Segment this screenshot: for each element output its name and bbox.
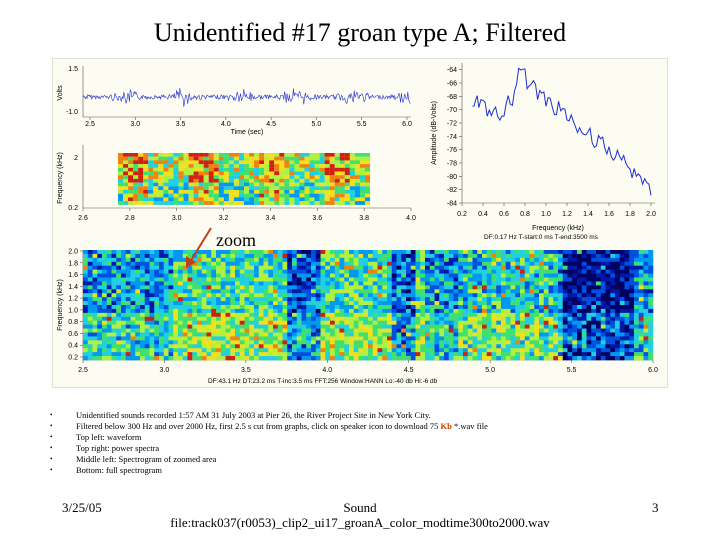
spectrum-xtick: 1.8 (625, 211, 635, 218)
spectrum-xtick: 1.4 (583, 211, 593, 218)
spectrum-xtick: 0.8 (520, 211, 530, 218)
wave-ytick: 1.5 (68, 66, 78, 73)
spectrum-xlabel: Frequency (kHz) (532, 225, 584, 232)
bullet-item: • Bottom: full spectrogram (50, 465, 162, 475)
full-ylabel: Frequency (kHz) (57, 279, 64, 331)
spectrum-ytick: -66 (447, 81, 457, 88)
bullet-item: • Top right: power spectra (50, 443, 160, 453)
bullet-dot: • (50, 444, 53, 452)
full-ytick: 0.6 (68, 331, 78, 338)
wave-xtick: 6.0 (402, 121, 412, 128)
spectrum-ytick: -78 (447, 161, 457, 168)
zoom-xtick: 3.0 (172, 215, 182, 222)
spectrum-series-line (472, 67, 652, 196)
waveform-trace (83, 87, 411, 107)
spectrum-xtick: 0.6 (499, 211, 509, 218)
wave-xtick: 5.0 (312, 121, 322, 128)
wave-xtick: 4.5 (266, 121, 276, 128)
spectrum-ytick: -70 (447, 107, 457, 114)
spectrum-ytick: -80 (447, 174, 457, 181)
bullet-dot: • (50, 433, 53, 441)
full-xtick: 4.5 (404, 367, 414, 374)
full-xtick: 2.5 (78, 367, 88, 374)
full-spectrogram: 2.0 1.8 1.6 1.4 1.2 1.0 0.8 0.6 0.4 0.2 2.5 3.0 3.5… (57, 249, 658, 386)
full-params: DF:43.1 Hz DT:23.2 ms T-inc:3.5 ms FFT:2… (208, 378, 438, 385)
wave-xtick: 3.5 (176, 121, 186, 128)
wave-xtick: 5.5 (357, 121, 367, 128)
zoom-ytick: 0.2 (68, 205, 78, 212)
full-xtick: 5.0 (485, 367, 495, 374)
spectrum-xtick: 0.4 (478, 211, 488, 218)
zoom-spectrogram: 2 0.2 Frequency (kHz) 2.6 2.8 3.0 3.2 3.4 3.6… (57, 145, 416, 222)
full-xtick: 5.5 (567, 367, 577, 374)
spectrum-ytick: -76 (447, 147, 457, 154)
zoom-xtick: 3.4 (266, 215, 276, 222)
download-link[interactable]: Kb (440, 421, 452, 431)
spectrum-ytick: -72 (447, 121, 457, 128)
spectrum-ylabel: Amplitude (dB-Volts) (431, 101, 438, 165)
spectrum-ytick: -64 (447, 67, 457, 74)
footer-date: 3/25/05 (62, 500, 102, 515)
power-spectrum: -64 -66 -68 -70 -72 -74 -76 -78 -80 -82 -84 0.2 0.4… (431, 63, 656, 241)
full-ytick: 1.6 (68, 272, 78, 279)
wave-ylabel: Volts (57, 85, 64, 101)
spectrum-xtick: 0.2 (457, 211, 467, 218)
wave-ytick: -1.0 (66, 109, 78, 116)
wave-xtick: 2.5 (85, 121, 95, 128)
zoom-xtick: 2.6 (78, 215, 88, 222)
bullet-dot: • (50, 422, 53, 430)
bullet-item: • Top left: waveform (50, 432, 142, 442)
wave-xtick: 3.0 (130, 121, 140, 128)
waveform-plot: 1.5 -1.0 Volts 2.5 3.0 3.5 4.0 4.5 5.0 5.5 6.0 … (57, 66, 412, 136)
zoom-xtick: 4.0 (406, 215, 416, 222)
zoom-ytick: 2 (74, 155, 78, 162)
spectrum-ytick: -82 (447, 187, 457, 194)
bullet-item: • Middle left: Spectrogram of zoomed area (50, 454, 217, 464)
spectrum-ytick: -74 (447, 134, 457, 141)
full-ytick: 0.8 (68, 319, 78, 326)
full-ytick: 1.0 (68, 307, 78, 314)
bullet-dot: • (50, 411, 53, 419)
spectrum-ytick: -68 (447, 94, 457, 101)
zoom-xtick: 3.6 (312, 215, 322, 222)
full-ytick: 1.4 (68, 284, 78, 291)
spectrum-xtick: 1.0 (541, 211, 551, 218)
zoom-arrow (186, 227, 212, 268)
full-ytick: 0.4 (68, 343, 78, 350)
page-number: 3 (652, 500, 659, 515)
full-ytick: 2.0 (68, 249, 78, 256)
full-ytick: 0.2 (68, 355, 78, 362)
spectrum-params: DF:0.17 Hz T-start:0 ms T-end:3500 ms (484, 234, 599, 241)
zoom-label: zoom (216, 230, 256, 250)
full-xtick: 3.5 (241, 367, 251, 374)
spectrum-xtick: 1.6 (604, 211, 614, 218)
footer-sound-file[interactable]: Sound file:track037(r0053)_clip2_ui17_gr… (170, 500, 550, 530)
full-ytick: 1.8 (68, 260, 78, 267)
bullet-list: • Unidentified sounds recorded 1:57 AM 31… (50, 410, 690, 476)
full-ytick: 1.2 (68, 296, 78, 303)
bullet-dot: • (50, 455, 53, 463)
zoom-xtick: 3.8 (359, 215, 369, 222)
spectrum-ytick: -84 (447, 201, 457, 208)
full-xtick: 3.0 (160, 367, 170, 374)
wave-xtick: 4.0 (221, 121, 231, 128)
full-xtick: 4.0 (322, 367, 332, 374)
spectrum-xtick: 1.2 (562, 211, 572, 218)
bullet-dot: • (50, 466, 53, 474)
full-xtick: 6.0 (648, 367, 658, 374)
bullet-item: • Unidentified sounds recorded 1:57 AM 31… (50, 410, 431, 420)
zoom-xtick: 3.2 (219, 215, 229, 222)
zoom-ylabel: Frequency (kHz) (57, 152, 64, 204)
bullet-item: • Filtered below 300 Hz and over 2000 Hz,… (50, 421, 488, 431)
spectrum-xtick: 2.0 (646, 211, 656, 218)
slide-title: Unidentified #17 groan type A; Filtered (153, 18, 567, 47)
wave-xlabel: Time (sec) (231, 129, 264, 136)
zoom-xtick: 2.8 (125, 215, 135, 222)
